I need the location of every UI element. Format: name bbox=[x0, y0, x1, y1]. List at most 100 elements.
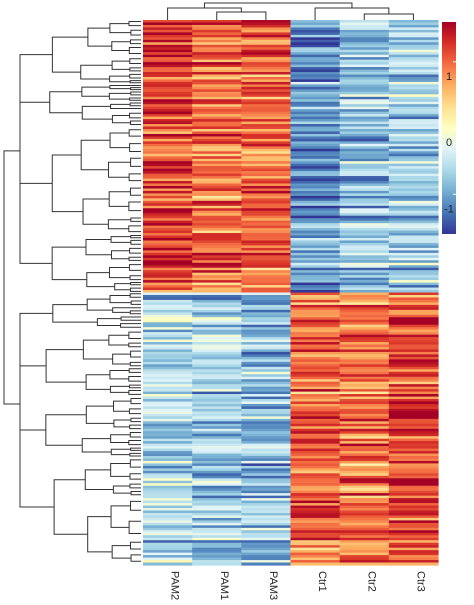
heatmap-cell bbox=[339, 451, 390, 455]
heatmap-cell bbox=[339, 116, 390, 120]
heatmap-cell bbox=[241, 510, 292, 514]
heatmap-cell bbox=[290, 458, 341, 462]
heatmap-cell bbox=[241, 22, 292, 26]
heatmap-cell bbox=[388, 371, 439, 375]
heatmap-cell bbox=[143, 438, 193, 442]
dendrogram-link bbox=[85, 405, 114, 424]
heatmap-cell bbox=[192, 44, 242, 48]
heatmap-cell bbox=[388, 220, 439, 224]
heatmap-cell bbox=[290, 39, 341, 43]
heatmap-cell bbox=[241, 319, 292, 323]
dendrogram-link bbox=[80, 64, 113, 80]
dendrogram-link bbox=[203, 2, 353, 8]
heatmap-cell bbox=[192, 426, 242, 430]
heatmap-cell bbox=[388, 475, 439, 479]
heatmap-cell bbox=[143, 334, 193, 338]
heatmap-cell bbox=[241, 37, 292, 41]
heatmap-cell bbox=[290, 29, 341, 33]
heatmap-cell bbox=[241, 446, 292, 450]
heatmap-cell bbox=[192, 423, 242, 427]
heatmap-cell bbox=[241, 114, 292, 118]
heatmap-cell bbox=[143, 238, 193, 242]
heatmap-cell bbox=[388, 181, 439, 185]
heatmap-cell bbox=[192, 255, 242, 259]
heatmap-cell bbox=[241, 223, 292, 227]
heatmap-cell bbox=[339, 307, 390, 311]
heatmap-cell bbox=[241, 242, 292, 247]
heatmap-cell bbox=[192, 57, 242, 61]
dendrogram-link bbox=[120, 323, 141, 328]
heatmap-cell bbox=[339, 456, 390, 460]
heatmap-cell bbox=[241, 349, 292, 353]
heatmap-cell bbox=[388, 386, 439, 390]
heatmap-cell bbox=[339, 384, 390, 388]
heatmap-cell bbox=[339, 349, 390, 353]
heatmap-cell bbox=[241, 426, 292, 430]
heatmap-cell bbox=[339, 208, 390, 212]
heatmap-cell bbox=[339, 257, 390, 261]
heatmap-cell bbox=[290, 485, 341, 489]
heatmap-cell bbox=[290, 401, 341, 405]
heatmap-cell bbox=[339, 354, 390, 358]
dendrogram-link bbox=[130, 350, 141, 358]
heatmap-cell bbox=[143, 443, 193, 447]
heatmap-cell bbox=[192, 374, 242, 378]
heatmap-cell bbox=[241, 517, 292, 522]
heatmap-cell bbox=[241, 287, 292, 291]
heatmap-cell bbox=[192, 297, 242, 301]
heatmap-cell bbox=[290, 230, 341, 234]
dendrogram-link bbox=[128, 256, 141, 261]
heatmap-cell bbox=[339, 161, 390, 165]
heatmap-cell bbox=[388, 327, 439, 331]
heatmap-cell bbox=[241, 542, 292, 546]
heatmap-cell bbox=[388, 297, 439, 301]
heatmap-cell bbox=[143, 428, 193, 432]
heatmap-cell bbox=[241, 106, 292, 110]
heatmap-cell bbox=[339, 540, 390, 544]
heatmap-cell bbox=[388, 104, 439, 108]
heatmap-cell bbox=[192, 126, 242, 130]
heatmap-cell bbox=[143, 540, 193, 544]
heatmap-cell bbox=[339, 262, 390, 266]
heatmap-cell bbox=[290, 381, 341, 385]
heatmap-cell bbox=[290, 510, 341, 514]
heatmap-cell bbox=[388, 324, 439, 328]
heatmap-cell bbox=[388, 116, 439, 120]
heatmap-cell bbox=[241, 493, 292, 497]
heatmap-cell bbox=[143, 411, 193, 415]
heatmap-cell bbox=[290, 247, 341, 251]
heatmap-cell bbox=[143, 255, 193, 259]
heatmap-cell bbox=[290, 451, 341, 455]
heatmap-cell bbox=[339, 153, 390, 157]
heatmap-cell bbox=[388, 463, 439, 467]
heatmap-cell bbox=[143, 314, 193, 318]
heatmap-cell bbox=[388, 361, 439, 365]
heatmap-cell bbox=[290, 89, 341, 93]
heatmap-cell bbox=[192, 384, 242, 388]
heatmap-cell bbox=[339, 131, 390, 135]
heatmap-cell bbox=[241, 101, 292, 105]
heatmap-cell bbox=[143, 406, 193, 410]
heatmap-cell bbox=[143, 433, 193, 437]
heatmap-cell bbox=[388, 114, 439, 118]
heatmap-cell bbox=[339, 282, 390, 286]
heatmap-cell bbox=[290, 483, 341, 487]
heatmap-cell bbox=[192, 364, 242, 368]
heatmap-cell bbox=[143, 141, 193, 145]
heatmap-cell bbox=[290, 314, 341, 318]
heatmap-cell bbox=[192, 312, 242, 316]
heatmap-cell bbox=[339, 465, 390, 469]
heatmap-cell bbox=[388, 421, 439, 425]
heatmap-cell bbox=[388, 228, 439, 232]
heatmap-cell bbox=[388, 47, 439, 51]
heatmap-cell bbox=[192, 208, 242, 212]
heatmap-cell bbox=[339, 124, 390, 128]
heatmap-cell bbox=[290, 260, 341, 264]
heatmap-cell bbox=[339, 181, 390, 185]
heatmap-cell bbox=[241, 342, 292, 346]
heatmap-cell bbox=[192, 282, 242, 286]
heatmap-cell bbox=[143, 185, 193, 190]
heatmap-cell bbox=[192, 386, 242, 390]
heatmap-cell bbox=[143, 508, 193, 512]
heatmap-cell bbox=[192, 158, 242, 162]
